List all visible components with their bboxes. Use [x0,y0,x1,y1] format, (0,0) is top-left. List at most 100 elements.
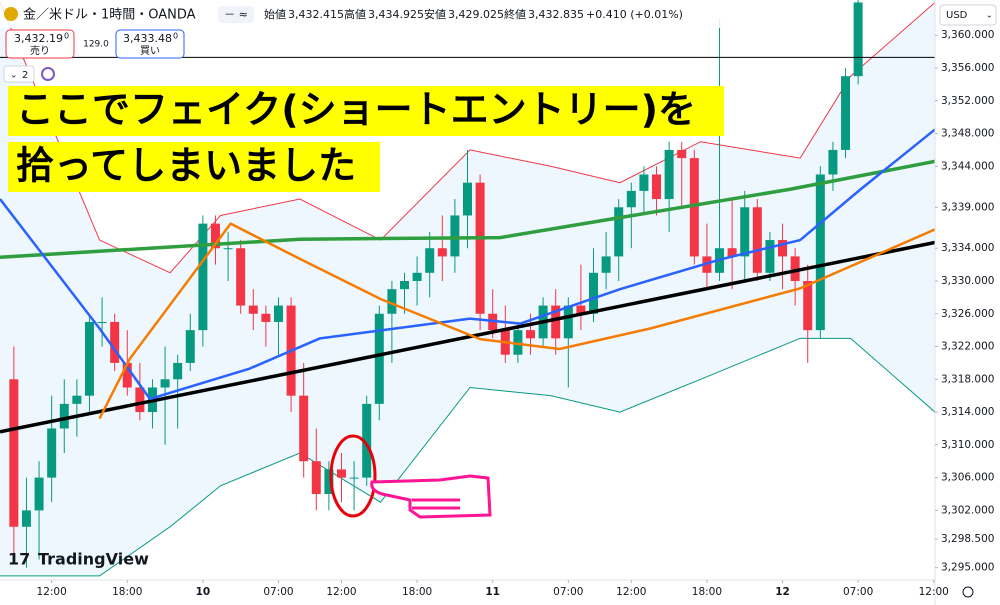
candle-body [475,182,485,314]
candle-body [513,330,523,355]
candle-body [97,321,107,323]
x-tick-label: 12:00 [616,586,646,598]
candle-body [173,362,183,380]
y-tick-label: 3,348.000 [941,128,994,140]
candle-body [601,256,611,273]
currency-arrow: ⌄ [986,11,993,20]
currency-button[interactable] [939,4,997,26]
low-value: 3,429.025 [448,8,504,21]
open-value: 3,432.415 [288,8,344,21]
candle-body [412,272,422,281]
candle-body [853,2,863,77]
y-tick-label: 3,310.000 [941,439,994,451]
close-value: 3,432.835 [528,8,584,21]
candle-body [248,305,258,314]
annotation: ここでフェイク(ショートエントリー)を [16,88,696,132]
candle-body [815,174,825,331]
candle-body [765,240,775,273]
indicator-toggle[interactable] [3,65,35,83]
plot-area [0,0,935,577]
y-tick-label: 3,344.000 [941,160,994,172]
buy-price-sup: 0 [173,32,178,41]
annotation-bg [8,86,724,136]
high-label: 高値 [344,7,366,21]
candle-body [463,182,472,216]
candle-body [299,395,309,462]
candle-body [828,149,838,175]
indicator-line [0,159,935,259]
candle-body [135,387,145,413]
candle-body [425,248,435,273]
y-tick-label: 3,295.000 [941,562,994,574]
candle-body [311,461,321,494]
y-tick-label: 3,360.000 [941,29,994,41]
candle-body [399,280,409,290]
axes: 12:00 18:00 10 07:00 12:00 18:00 11 07:00 12:00 1… [37,29,995,598]
candle-body [614,207,624,257]
sell-price: 3,432.19 [14,32,63,45]
candle-body [362,403,372,478]
candle-body [210,223,220,249]
candle-body [677,149,687,159]
candle-body [160,379,170,388]
pointing-hand [370,474,492,519]
sell-label: 売り [30,44,50,57]
candle-body [450,215,460,257]
candle-body [841,76,851,150]
buy-button[interactable] [115,29,185,59]
y-tick-label: 3,322.000 [941,341,994,353]
settings-icon[interactable] [962,586,974,598]
symbol-icon [4,7,18,21]
candle-body [236,248,246,306]
x-tick-label: 12:00 [37,586,67,598]
y-tick-label: 3,356.000 [941,62,994,74]
x-tick-label: 18:00 [402,586,432,598]
candle-body [349,477,359,479]
candle-body [639,174,649,191]
x-tick-label: 12:00 [919,586,949,598]
candle-body [324,469,334,494]
sell-price-sup: 0 [64,32,69,41]
annotation-bg [8,142,380,192]
x-tick-label: 07:00 [553,586,583,598]
indicator-line [0,128,935,401]
x-tick-label: 07:00 [843,586,873,598]
candle-body [84,321,94,396]
candle-body [72,395,82,404]
indicator-line [98,222,935,420]
candle-body [336,469,346,478]
ohlc-header: 始値 3,432.415 高値 3,434.925 安値 3,429.025 終… [264,7,683,21]
currency: USD [946,10,968,21]
candle-body [551,305,561,339]
x-tick-label: 18:00 [692,586,722,598]
candle-body [778,240,788,257]
y-tick-label: 3,302.000 [941,504,994,516]
sell-button[interactable] [5,29,75,59]
y-tick-label: 3,326.000 [941,308,994,320]
indicator-count: 2 [22,70,28,81]
x-tick-label: 18:00 [112,586,142,598]
buy-label: 買い [140,45,160,57]
refresh-icon[interactable] [41,67,55,81]
y-tick-label: 3,306.000 [941,472,994,484]
candle-body [589,272,599,314]
header-bg [0,0,720,28]
candle-body [47,428,57,478]
candle-body [21,510,31,527]
band-fill [0,2,935,576]
logo-text: TradingView [38,550,149,569]
x-tick-label: 12 [775,586,790,598]
candle-body [374,313,384,404]
candle-body [261,313,271,322]
toggle[interactable] [218,6,254,23]
candle-body [34,477,44,511]
candle-body [664,149,674,200]
candle-body [110,321,120,363]
spread: 129.0 [83,40,109,50]
x-tick-label: 12:00 [326,586,356,598]
y-tick-label: 3,298.500 [941,533,994,545]
candle-body [790,256,800,281]
y-tick-label: 3,330.000 [941,275,994,287]
